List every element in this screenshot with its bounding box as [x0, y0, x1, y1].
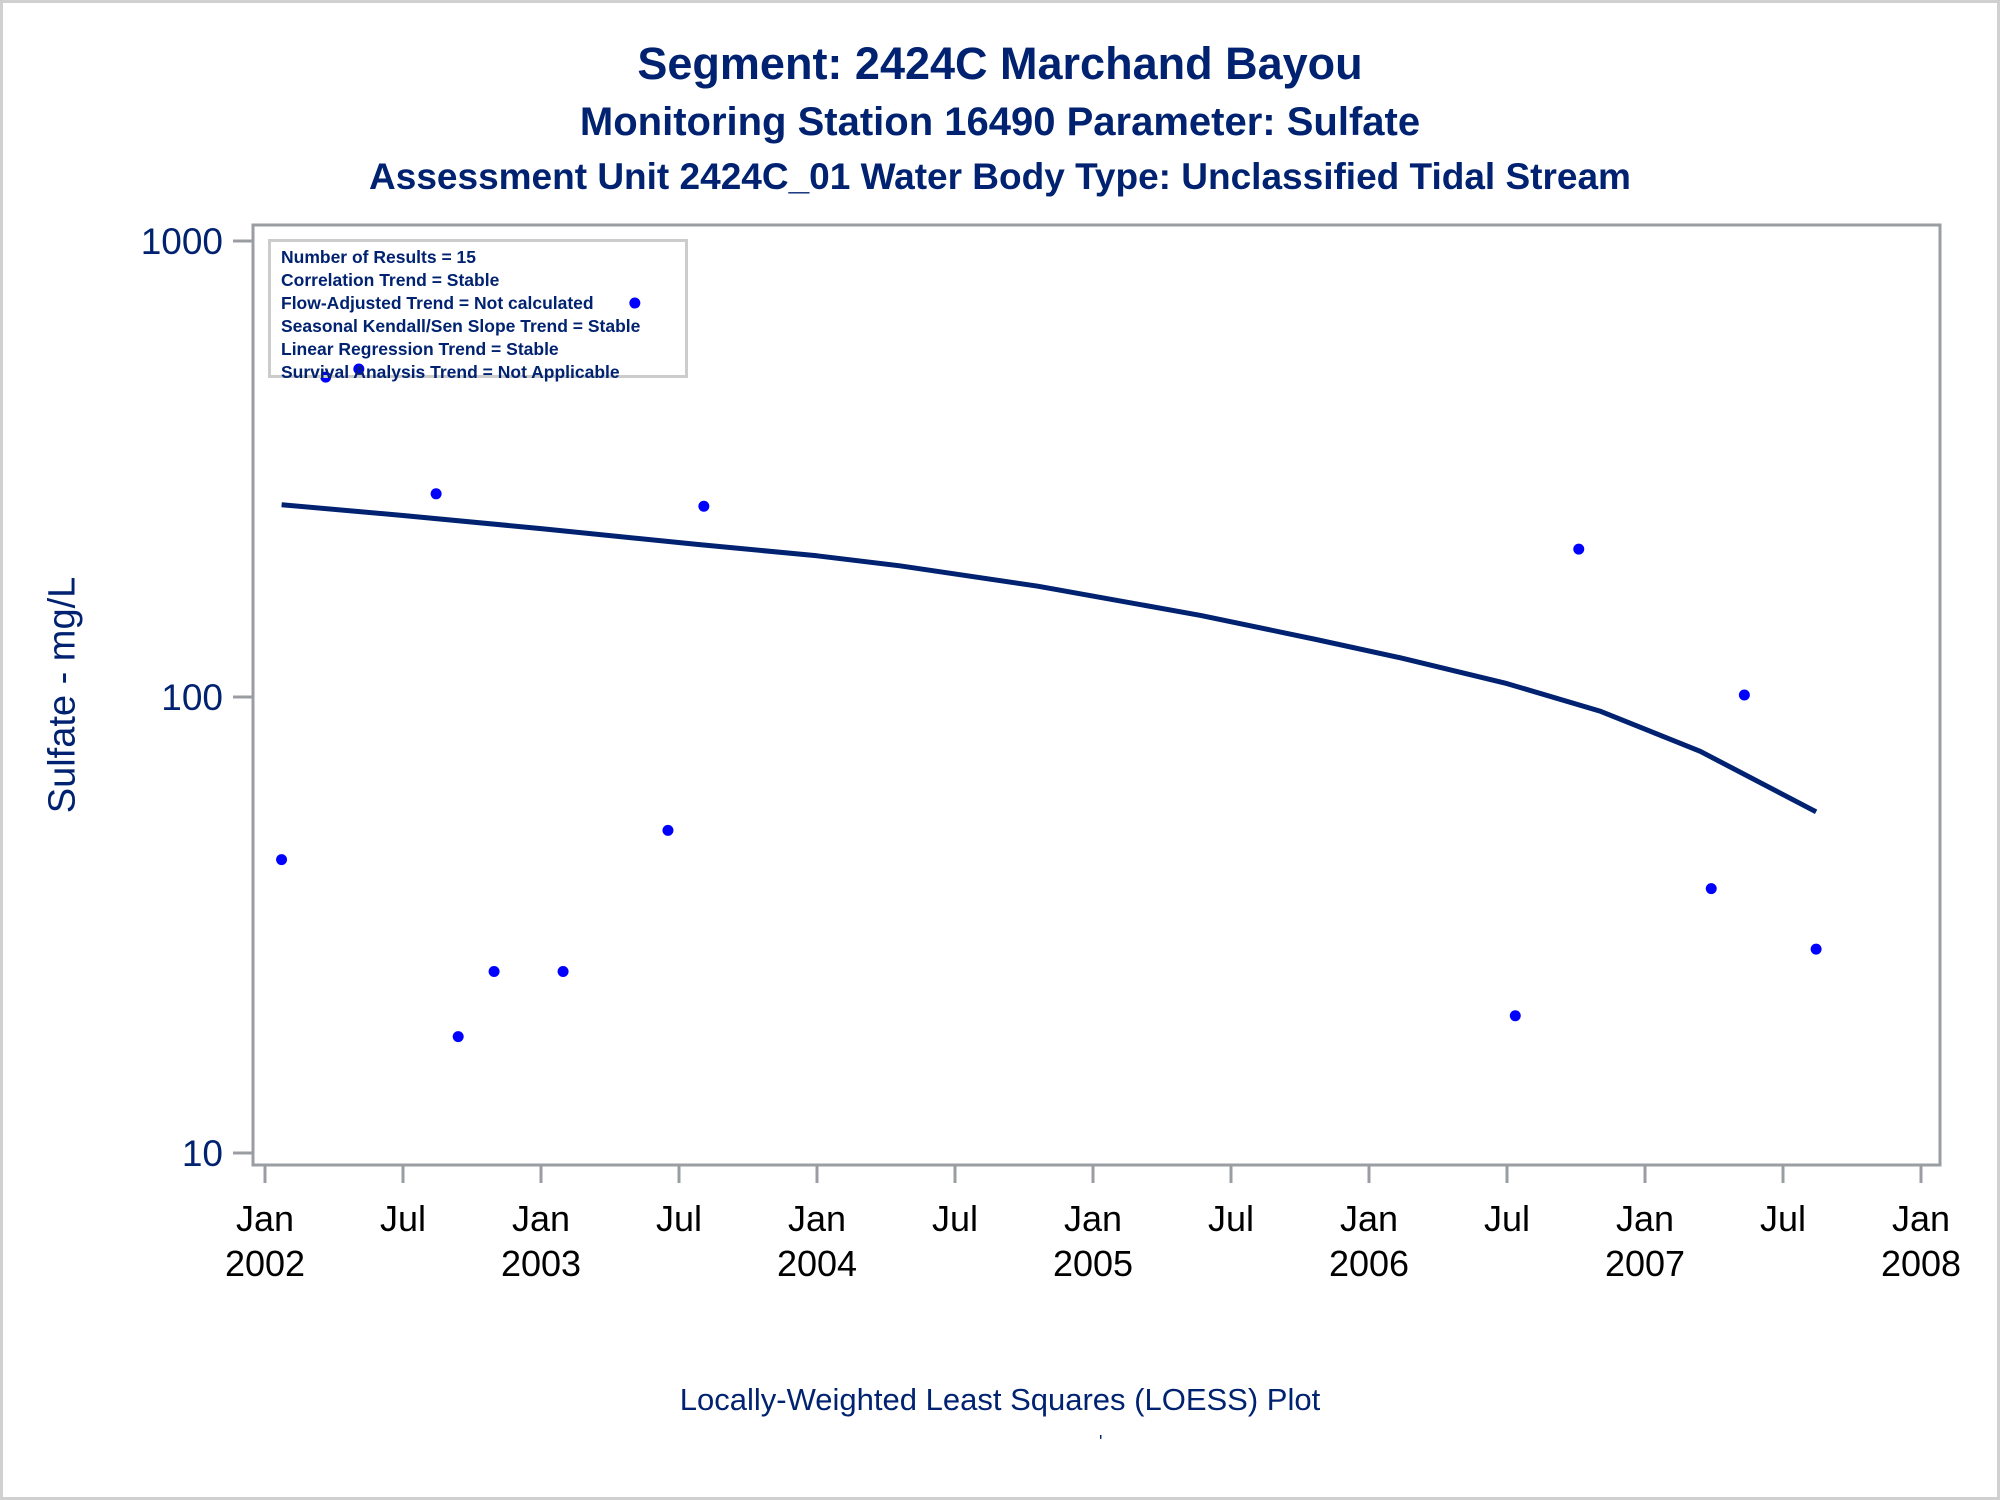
chart-title: Segment: 2424C Marchand Bayou: [637, 38, 1363, 89]
data-point: [430, 488, 442, 500]
chart-caption: Locally-Weighted Least Squares (LOESS) P…: [679, 1382, 1321, 1417]
loess-line: [281, 502, 1818, 815]
data-point: [488, 966, 500, 978]
legend-line-results: Number of Results = 15: [281, 247, 476, 267]
x-tick-label: Jan: [1340, 1198, 1398, 1239]
data-point: [662, 824, 674, 836]
x-tick-label: Jul: [656, 1198, 702, 1239]
legend-line-flow-adjusted: Flow-Adjusted Trend = Not calculated: [281, 293, 594, 313]
trend-summary-box: Number of Results = 15 Correlation Trend…: [268, 239, 688, 382]
y-axis-label: Sulfate - mg/L: [41, 576, 84, 814]
data-point: [353, 363, 365, 375]
legend-line-correlation: Correlation Trend = Stable: [281, 270, 500, 290]
x-tick-year-label: 2006: [1329, 1243, 1409, 1284]
x-tick-label: Jul: [1484, 1198, 1530, 1239]
legend-line-survival: Survival Analysis Trend = Not Applicable: [281, 362, 620, 382]
x-tick-year-label: 2003: [501, 1243, 581, 1284]
data-point: [698, 500, 710, 512]
data-point: [1705, 883, 1717, 895]
data-point: [452, 1031, 464, 1043]
chart-subtitle-2: Assessment Unit 2424C_01 Water Body Type…: [369, 156, 1631, 197]
x-tick-label: Jan: [788, 1198, 846, 1239]
x-tick-label: Jul: [1208, 1198, 1254, 1239]
legend-line-linear-regression: Linear Regression Trend = Stable: [281, 339, 559, 359]
data-point: [557, 966, 569, 978]
x-tick-label: Jul: [380, 1198, 426, 1239]
x-tick-year-label: 2004: [777, 1243, 857, 1284]
x-tick-label: Jan: [1892, 1198, 1950, 1239]
plot-frame: [251, 223, 1942, 1167]
chart-subtitle: Monitoring Station 16490 Parameter: Sulf…: [579, 100, 1421, 144]
legend-line-seasonal-kendall: Seasonal Kendall/Sen Slope Trend = Stabl…: [281, 316, 641, 336]
caption-mark: ': [1099, 1432, 1103, 1452]
x-tick-year-label: 2007: [1605, 1243, 1685, 1284]
x-tick-year-label: 2002: [225, 1243, 305, 1284]
data-point: [276, 854, 288, 866]
data-point: [1573, 543, 1585, 555]
data-point: [1810, 943, 1822, 955]
data-point: [1738, 689, 1750, 701]
data-point: [629, 297, 641, 309]
x-tick-label: Jan: [236, 1198, 294, 1239]
x-tick-year-label: 2008: [1881, 1243, 1961, 1284]
x-tick-label: Jul: [1760, 1198, 1806, 1239]
data-point: [1509, 1010, 1521, 1022]
y-tick-label: 10: [182, 1133, 223, 1174]
x-tick-label: Jul: [932, 1198, 978, 1239]
y-tick-label: 1000: [141, 221, 223, 262]
y-tick-label: 100: [161, 677, 223, 718]
x-tick-label: Jan: [512, 1198, 570, 1239]
x-tick-label: Jan: [1064, 1198, 1122, 1239]
x-tick-year-label: 2005: [1053, 1243, 1133, 1284]
x-tick-label: Jan: [1616, 1198, 1674, 1239]
